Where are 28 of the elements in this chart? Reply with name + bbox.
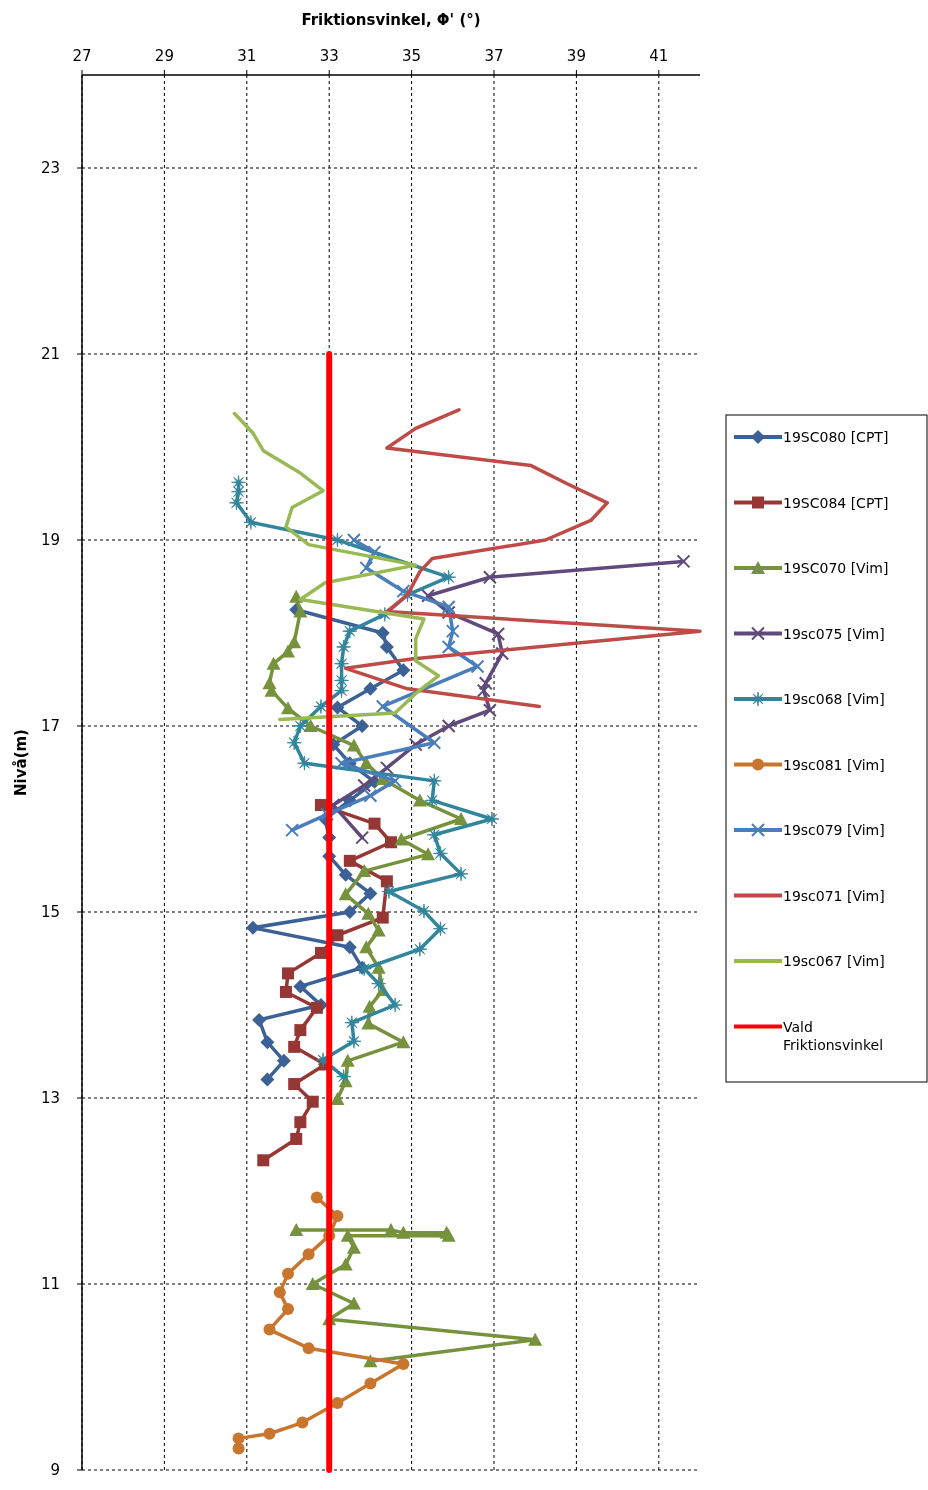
y-tick-label: 11 [40, 1275, 60, 1293]
y-axis-title: Nivå(m) [12, 729, 30, 796]
legend-label: 19sc067 [Vim] [783, 953, 885, 969]
y-tick-label: 23 [40, 159, 60, 177]
y-tick-label: 19 [40, 531, 60, 549]
x-tick-label: 39 [566, 47, 586, 65]
legend-label: 19sc068 [Vim] [783, 691, 885, 707]
x-tick-label: 31 [237, 47, 257, 65]
legend-label: 19sc071 [Vim] [783, 887, 885, 904]
legend-label: 19sc075 [Vim] [783, 625, 885, 642]
y-tick-label: 13 [40, 1089, 60, 1107]
x-axis-title: Friktionsvinkel, Φ' (°) [301, 11, 481, 29]
legend-label: 19SC070 [Vim] [783, 560, 889, 576]
y-tick-label: 15 [40, 903, 60, 921]
y-tick-label: 17 [40, 717, 60, 735]
legend-label: 19sc081 [Vim] [783, 756, 885, 773]
x-tick-label: 29 [154, 47, 174, 65]
x-tick-label: 33 [319, 47, 339, 65]
legend-label: 19SC084 [CPT] [783, 494, 889, 511]
x-tick-label: 37 [484, 47, 504, 65]
x-tick-label: 35 [402, 47, 422, 65]
y-tick-label: 9 [50, 1461, 60, 1479]
y-tick-label: 21 [40, 345, 60, 363]
x-tick-label: 27 [72, 47, 92, 65]
legend-label: 19SC080 [CPT] [783, 429, 889, 445]
x-tick-label: 41 [649, 47, 669, 65]
legend-label: Vald Friktionsvinkel [783, 1018, 884, 1053]
legend-label: 19sc079 [Vim] [783, 822, 885, 838]
